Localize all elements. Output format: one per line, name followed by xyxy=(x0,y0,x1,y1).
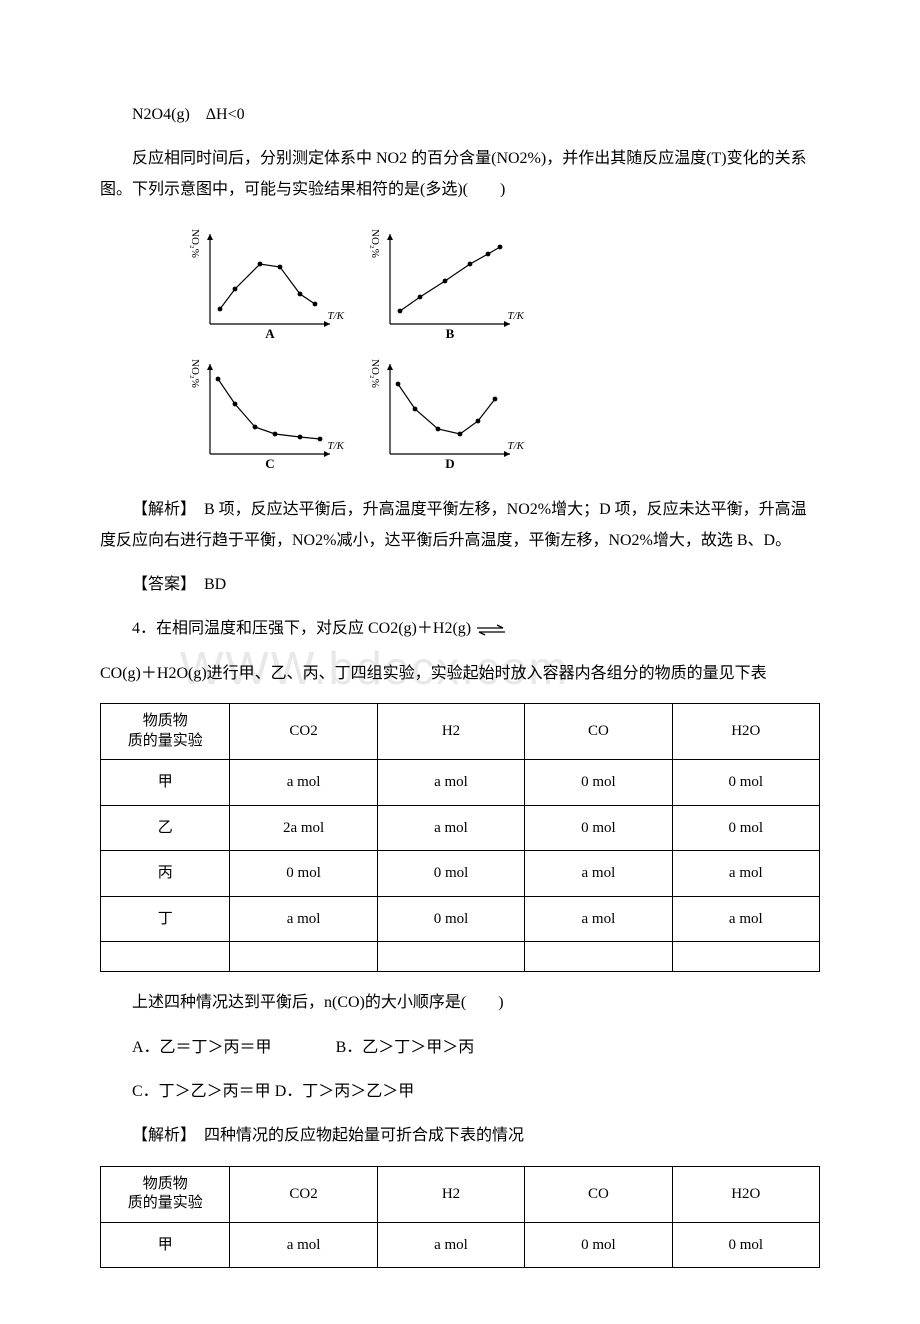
chart-panel-c: NO₂% T/K C xyxy=(180,349,360,479)
x-axis-label: T/K xyxy=(507,306,524,327)
option-line-ab: A．乙＝丁＞丙＝甲 B．乙＞丁＞甲＞丙 xyxy=(100,1033,820,1063)
header-cell: 物质物质的量实验 xyxy=(101,1166,230,1222)
option-a: A．乙＝丁＞丙＝甲 xyxy=(132,1039,272,1056)
cell: a mol xyxy=(230,1222,377,1268)
data-table-2: 物质物质的量实验 CO2 H2 CO H2O 甲 a mol a mol 0 m… xyxy=(100,1166,820,1269)
header-cell: H2 xyxy=(377,704,524,760)
y-axis-label: NO₂% xyxy=(184,229,205,258)
header-cell: H2 xyxy=(377,1166,524,1222)
chart-row-top: NO₂% T/K A NO₂% T/K B xyxy=(180,219,540,349)
header-cell: CO2 xyxy=(230,1166,377,1222)
row-label: 丁 xyxy=(101,896,230,942)
row-label: 乙 xyxy=(101,805,230,851)
para-analysis-1: 【解析】 B 项，反应达平衡后，升高温度平衡左移，NO2%增大；D 项，反应未达… xyxy=(100,495,820,556)
para-question-intro: 反应相同时间后，分别测定体系中 NO2 的百分含量(NO2%)，并作出其随反应温… xyxy=(100,144,820,205)
cell: a mol xyxy=(230,760,377,806)
table-row: 甲 a mol a mol 0 mol 0 mol xyxy=(101,760,820,806)
chart-grid: NO₂% T/K A NO₂% T/K B xyxy=(180,219,540,479)
cell: 0 mol xyxy=(525,1222,672,1268)
option-d: D．丁＞丙＞乙＞甲 xyxy=(275,1083,415,1100)
cell: a mol xyxy=(230,896,377,942)
y-axis-label: NO₂% xyxy=(364,229,385,258)
header-cell: CO xyxy=(525,704,672,760)
data-table-1: 物质物质的量实验 CO2 H2 CO H2O 甲 a mol a mol 0 m… xyxy=(100,703,820,972)
para-question-4c: 上述四种情况达到平衡后，n(CO)的大小顺序是( ) xyxy=(100,988,820,1018)
chart-row-bottom: NO₂% T/K C NO₂% T/K D xyxy=(180,349,540,479)
equilibrium-arrow-icon xyxy=(475,623,507,637)
page-content: N2O4(g) ΔH<0 反应相同时间后，分别测定体系中 NO2 的百分含量(N… xyxy=(100,100,820,1268)
cell: 0 mol xyxy=(525,805,672,851)
header-cell: CO2 xyxy=(230,704,377,760)
table-row: 丁 a mol 0 mol a mol a mol xyxy=(101,896,820,942)
q4-text: 4．在相同温度和压强下，对反应 CO2(g)＋H2(g) xyxy=(132,620,475,637)
para-equation: N2O4(g) ΔH<0 xyxy=(100,100,820,130)
x-axis-label: T/K xyxy=(327,306,344,327)
table-row: 丙 0 mol 0 mol a mol a mol xyxy=(101,851,820,897)
cell: 0 mol xyxy=(672,805,819,851)
chart-label-c: C xyxy=(265,452,274,477)
cell: 0 mol xyxy=(525,760,672,806)
row-label: 甲 xyxy=(101,760,230,806)
y-axis-label: NO₂% xyxy=(364,359,385,388)
para-question-4b: CO(g)＋H2O(g)进行甲、乙、丙、丁四组实验，实验起始时放入容器内各组分的… xyxy=(100,659,820,689)
cell: 0 mol xyxy=(377,896,524,942)
cell: 2a mol xyxy=(230,805,377,851)
cell: a mol xyxy=(525,896,672,942)
option-line-cd: C．丁＞乙＞丙＝甲 D．丁＞丙＞乙＞甲 xyxy=(100,1077,820,1107)
header-cell: 物质物质的量实验 xyxy=(101,704,230,760)
row-label: 甲 xyxy=(101,1222,230,1268)
option-b: B．乙＞丁＞甲＞丙 xyxy=(336,1039,475,1056)
cell: a mol xyxy=(377,760,524,806)
chart-panel-b: NO₂% T/K B xyxy=(360,219,540,349)
cell: a mol xyxy=(672,851,819,897)
chart-panel-d: NO₂% T/K D xyxy=(360,349,540,479)
chart-label-d: D xyxy=(445,452,454,477)
chart-label-b: B xyxy=(446,322,455,347)
para-question-4: 4．在相同温度和压强下，对反应 CO2(g)＋H2(g) xyxy=(100,614,820,644)
cell: 0 mol xyxy=(672,1222,819,1268)
cell: a mol xyxy=(377,805,524,851)
header-cell: H2O xyxy=(672,704,819,760)
table-row-empty xyxy=(101,942,820,972)
chart-label-a: A xyxy=(265,322,274,347)
table-row: 乙 2a mol a mol 0 mol 0 mol xyxy=(101,805,820,851)
chart-panel-a: NO₂% T/K A xyxy=(180,219,360,349)
row-label: 丙 xyxy=(101,851,230,897)
cell: 0 mol xyxy=(672,760,819,806)
cell: a mol xyxy=(525,851,672,897)
para-answer-1: 【答案】 BD xyxy=(100,570,820,600)
para-analysis-2: 【解析】 四种情况的反应物起始量可折合成下表的情况 xyxy=(100,1121,820,1151)
y-axis-label: NO₂% xyxy=(184,359,205,388)
header-cell: CO xyxy=(525,1166,672,1222)
table-header-row: 物质物质的量实验 CO2 H2 CO H2O xyxy=(101,704,820,760)
x-axis-label: T/K xyxy=(507,436,524,457)
table-header-row: 物质物质的量实验 CO2 H2 CO H2O xyxy=(101,1166,820,1222)
cell: a mol xyxy=(377,1222,524,1268)
header-cell: H2O xyxy=(672,1166,819,1222)
table-row: 甲 a mol a mol 0 mol 0 mol xyxy=(101,1222,820,1268)
x-axis-label: T/K xyxy=(327,436,344,457)
option-c: C．丁＞乙＞丙＝甲 xyxy=(132,1083,271,1100)
cell: 0 mol xyxy=(377,851,524,897)
cell: 0 mol xyxy=(230,851,377,897)
cell: a mol xyxy=(672,896,819,942)
